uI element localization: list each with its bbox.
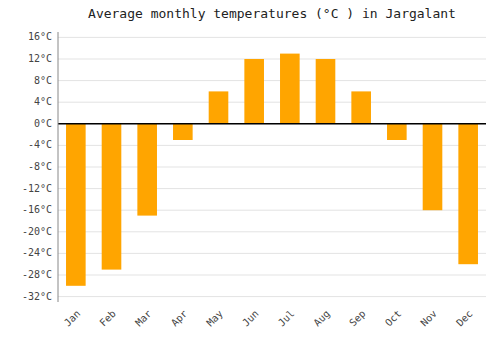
y-tick-label: -4°C: [28, 139, 52, 150]
grid-line: [58, 102, 486, 103]
y-tick-label: -28°C: [22, 269, 52, 280]
y-axis-line: [58, 32, 59, 302]
chart: Average monthly temperatures (°C ) in Ja…: [0, 0, 500, 350]
x-tick-label: Apr: [169, 308, 190, 329]
title: Average monthly temperatures (°C ) in Ja…: [88, 6, 456, 21]
y-ticks: -32°C -28°C -24°C -20°C -16°C -12°C -8°C -4°C 0°…: [22, 31, 52, 301]
grid-line: [58, 188, 486, 189]
grid-line: [58, 37, 486, 38]
x-ticks: Jan Feb Mar Apr May Jun Jul Aug Sep Oct Nov Dec: [62, 308, 475, 329]
x-tick-label: Mar: [133, 308, 154, 329]
y-tick-label: 8°C: [34, 75, 52, 86]
x-tick-label: Jun: [240, 308, 261, 329]
bar: [137, 124, 157, 216]
x-tick-label: Oct: [383, 308, 404, 329]
bar: [458, 124, 478, 264]
bar: [387, 124, 407, 140]
bar: [316, 59, 336, 124]
bar: [351, 91, 371, 123]
bar: [244, 59, 264, 124]
x-tick-label: Aug: [311, 308, 332, 329]
y-tick-label: -8°C: [28, 161, 52, 172]
x-tick-label: Dec: [454, 308, 475, 329]
chart-container: Average monthly temperatures (°C ) in Ja…: [0, 0, 500, 350]
grid-line: [58, 275, 486, 276]
y-tick-label: 16°C: [28, 31, 52, 42]
y-tick-label: 12°C: [28, 53, 52, 64]
x-tick-label: May: [204, 308, 225, 329]
bar: [209, 91, 229, 123]
bar: [102, 124, 122, 270]
y-tick-label: -12°C: [22, 183, 52, 194]
grid-line: [58, 59, 486, 60]
y-tick-label: 4°C: [34, 96, 52, 107]
zero-line: [58, 123, 486, 125]
x-tick-label: Sep: [347, 308, 368, 329]
x-tick-label: Nov: [418, 308, 439, 329]
grid-line: [58, 231, 486, 232]
y-tick-label: -20°C: [22, 226, 52, 237]
x-tick-label: Feb: [97, 308, 118, 329]
grid-line: [58, 80, 486, 81]
grid-line: [58, 167, 486, 168]
grid-line: [58, 145, 486, 146]
bars: [66, 54, 478, 286]
x-tick-label: Jul: [276, 308, 297, 329]
bar: [280, 54, 300, 124]
y-tick-label: -16°C: [22, 204, 52, 215]
bar: [66, 124, 86, 286]
bar: [173, 124, 193, 140]
y-tick-label: 0°C: [34, 118, 52, 129]
grid-line: [58, 296, 486, 297]
grid-line: [58, 123, 486, 124]
y-tick-label: -32°C: [22, 291, 52, 302]
grid-line: [58, 210, 486, 211]
x-tick-label: Jan: [62, 308, 83, 329]
grid-line: [58, 253, 486, 254]
bar: [423, 124, 443, 210]
y-tick-label: -24°C: [22, 247, 52, 258]
grid: [58, 37, 486, 296]
